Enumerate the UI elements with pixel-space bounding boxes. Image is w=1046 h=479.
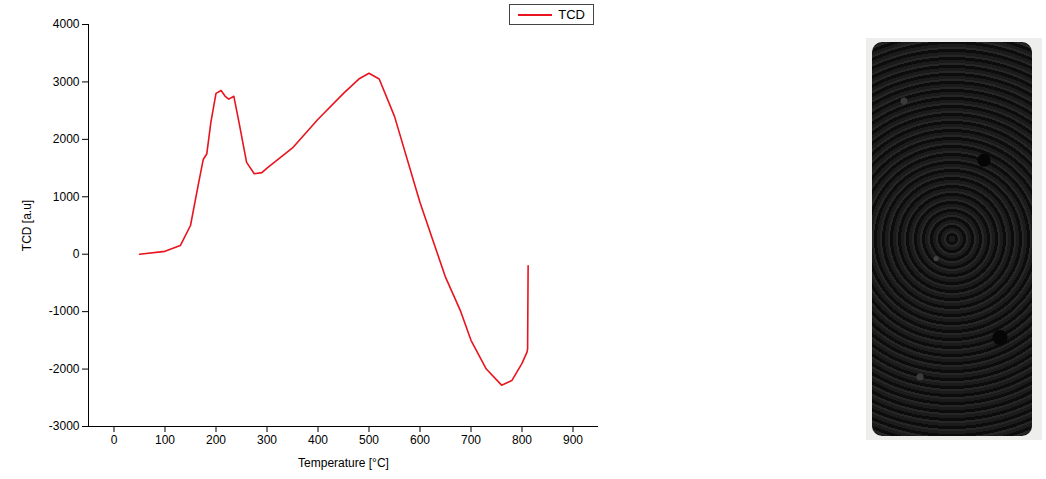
svg-text:1000: 1000: [53, 190, 80, 204]
svg-text:800: 800: [512, 433, 532, 447]
svg-text:-3000: -3000: [49, 419, 80, 433]
svg-text:TCD [a.u]: TCD [a.u]: [20, 200, 34, 251]
svg-text:300: 300: [257, 433, 277, 447]
svg-text:0: 0: [111, 433, 118, 447]
svg-text:900: 900: [563, 433, 583, 447]
svg-text:3000: 3000: [53, 75, 80, 89]
svg-text:-1000: -1000: [49, 304, 80, 318]
svg-text:600: 600: [410, 433, 430, 447]
svg-text:2000: 2000: [53, 132, 80, 146]
svg-text:100: 100: [155, 433, 175, 447]
svg-text:-2000: -2000: [49, 362, 80, 376]
svg-text:400: 400: [308, 433, 328, 447]
svg-text:500: 500: [359, 433, 379, 447]
svg-text:200: 200: [206, 433, 226, 447]
svg-text:4000: 4000: [53, 17, 80, 31]
html-text:TCD: TCD: [558, 7, 585, 22]
svg-text:Temperature [°C]: Temperature [°C]: [298, 456, 389, 470]
svg-text:0: 0: [73, 247, 80, 261]
svg-text:700: 700: [461, 433, 481, 447]
